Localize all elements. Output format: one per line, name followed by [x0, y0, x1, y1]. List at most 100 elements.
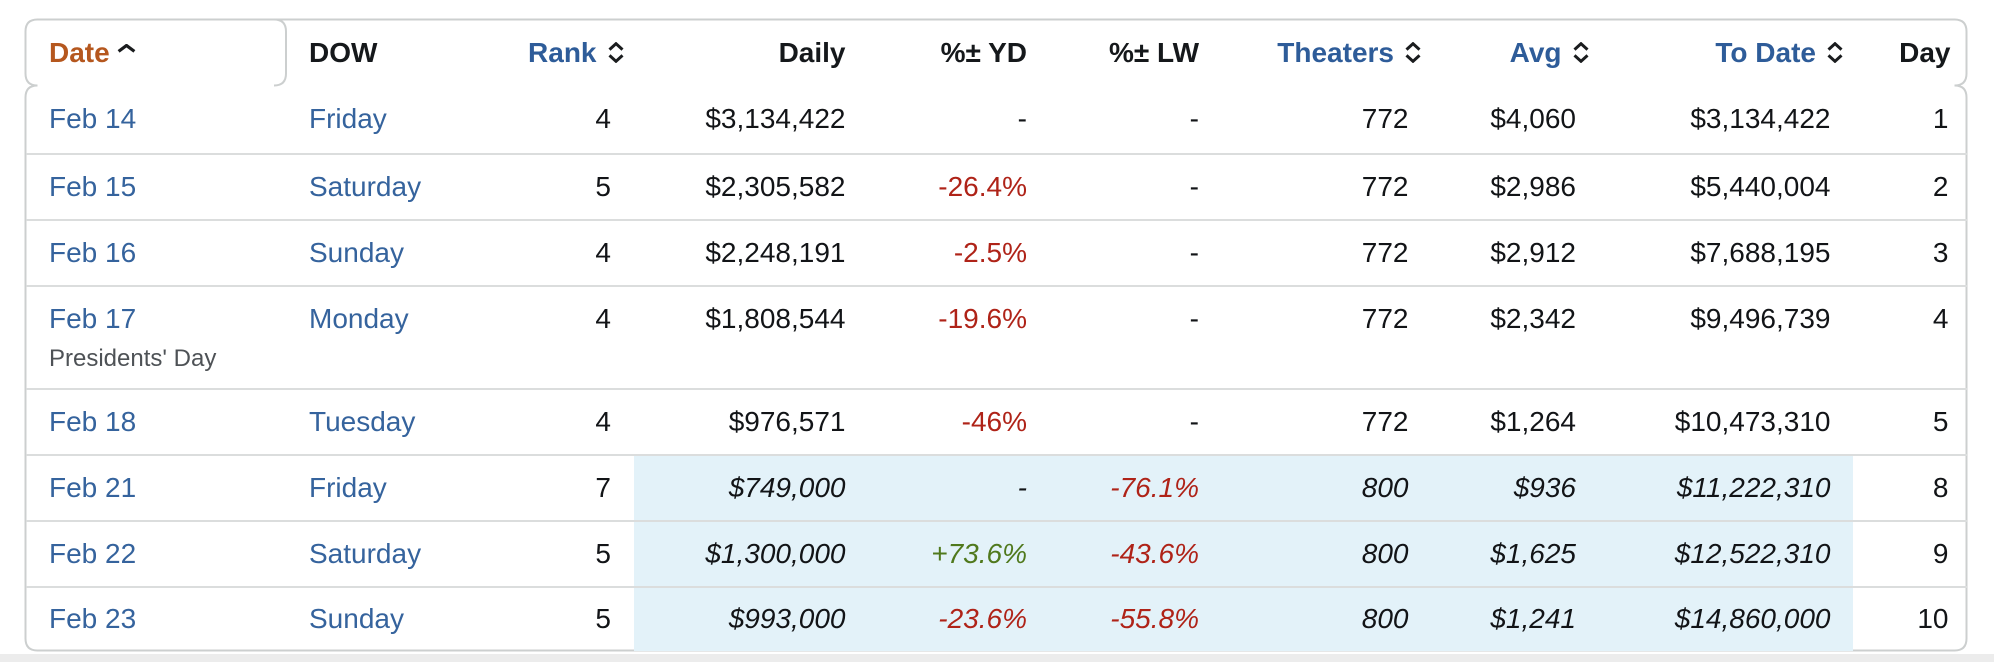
date-link[interactable]: Feb 15 — [49, 170, 137, 202]
pct-lw-cell: - — [1189, 405, 1199, 437]
dow-link[interactable]: Friday — [309, 471, 387, 503]
header-day: Day — [1853, 20, 1967, 86]
header-theaters-label: Theaters — [1277, 36, 1394, 68]
to-date-cell: $3,134,422 — [1690, 103, 1831, 134]
date-link[interactable]: Feb 21 — [49, 471, 137, 503]
to-date-cell: $12,522,310 — [1598, 521, 1853, 586]
pct-lw-cell: -55.8% — [1049, 587, 1222, 651]
sort-ascending-icon — [117, 43, 136, 53]
theaters-cell: 772 — [1361, 170, 1409, 202]
daily-cell: $1,808,544 — [705, 302, 846, 334]
dow-link[interactable]: Sunday — [309, 603, 404, 634]
to-date-cell: $14,860,000 — [1598, 587, 1853, 651]
dow-link[interactable]: Saturday — [309, 170, 422, 202]
date-link[interactable]: Feb 17 — [49, 302, 137, 334]
to-date-cell: $9,496,739 — [1690, 302, 1831, 334]
day-cell: 3 — [1932, 236, 1949, 268]
avg-cell: $2,986 — [1490, 170, 1576, 202]
avg-cell: $1,241 — [1431, 587, 1599, 651]
date-cell: Feb 14 — [26, 86, 287, 153]
rank-cell: 5 — [595, 603, 611, 634]
date-cell: Feb 21 — [26, 456, 287, 520]
day-cell: 10 — [1917, 603, 1949, 634]
dow-link[interactable]: Monday — [309, 302, 409, 334]
theaters-cell: 772 — [1361, 405, 1409, 437]
header-rank-label: Rank — [528, 36, 597, 68]
avg-cell: $2,912 — [1490, 236, 1576, 268]
header-to-date-sort-link[interactable]: To Date — [1715, 37, 1843, 69]
day-cell: 9 — [1932, 537, 1949, 569]
avg-cell: $936 — [1431, 455, 1599, 520]
pct-yd-cell: +73.6% — [868, 521, 1050, 586]
header-rank-sort-link[interactable]: Rank — [528, 36, 624, 69]
header-day-label: Day — [1899, 36, 1951, 68]
day-cell: 4 — [1932, 302, 1949, 334]
header-pct-lw-label: %± LW — [1108, 36, 1199, 68]
header-date-label: Date — [49, 36, 110, 68]
rank-cell: 5 — [595, 170, 611, 202]
pct-lw-cell: -43.6% — [1049, 521, 1222, 586]
table-row-estimate: Feb 23 Sunday 5 $993,000 -23.6% -55.8% 8… — [25, 585, 1967, 651]
day-cell: 2 — [1932, 170, 1949, 202]
day-cell: 5 — [1932, 405, 1949, 437]
date-link[interactable]: Feb 18 — [49, 405, 137, 437]
date-link[interactable]: Feb 22 — [49, 537, 137, 569]
theaters-cell: 800 — [1221, 455, 1431, 520]
to-date-cell: $5,440,004 — [1690, 170, 1831, 202]
header-dow-label: DOW — [309, 36, 378, 68]
date-cell: Feb 17 Presidents' Day — [26, 287, 287, 388]
date-link[interactable]: Feb 23 — [49, 603, 137, 634]
table-header-row: Date DOW Rank Daily — [26, 20, 1967, 86]
to-date-cell: $7,688,195 — [1690, 236, 1831, 268]
theaters-cell: 772 — [1361, 103, 1409, 134]
rank-cell: 5 — [595, 537, 611, 569]
rank-cell: 4 — [595, 302, 611, 334]
header-dow: DOW — [286, 20, 461, 86]
avg-cell: $1,264 — [1490, 405, 1576, 437]
day-cell: 1 — [1932, 103, 1949, 134]
rank-cell: 4 — [595, 405, 611, 437]
pct-lw-cell: - — [1189, 103, 1199, 134]
pct-yd-cell: -26.4% — [938, 170, 1027, 202]
table-row-estimate: Feb 22 Saturday 5 $1,300,000 +73.6% -43.… — [25, 519, 1967, 586]
date-cell: Feb 16 — [26, 221, 287, 285]
day-cell: 8 — [1932, 471, 1949, 503]
daily-cell: $3,134,422 — [705, 103, 846, 134]
pct-yd-cell: - — [1017, 103, 1027, 134]
table-row: Feb 14 Friday 4 $3,134,422 - - 772 $4,06… — [26, 86, 1967, 153]
daily-cell: $1,300,000 — [633, 521, 868, 586]
dow-cell: Friday — [286, 456, 461, 520]
header-daily-label: Daily — [778, 36, 846, 68]
dow-cell: Tuesday — [286, 390, 461, 454]
sortable-updown-icon — [1572, 42, 1589, 63]
daily-cell: $749,000 — [633, 455, 868, 520]
date-link[interactable]: Feb 14 — [49, 103, 137, 134]
header-avg-label: Avg — [1509, 36, 1562, 68]
table-row: Feb 15 Saturday 5 $2,305,582 -26.4% - 77… — [25, 152, 1967, 219]
header-avg-sort-link[interactable]: Avg — [1510, 37, 1589, 69]
sortable-updown-icon — [1405, 42, 1421, 63]
date-cell: Feb 18 — [26, 390, 287, 454]
pct-yd-cell: -19.6% — [938, 302, 1027, 334]
avg-cell: $2,342 — [1490, 302, 1576, 334]
table-row-estimate: Feb 21 Friday 7 $749,000 - -76.1% 800 $9… — [25, 453, 1967, 520]
dow-link[interactable]: Saturday — [309, 537, 422, 569]
header-rank: Rank — [461, 20, 634, 86]
pct-yd-cell: -46% — [961, 405, 1027, 437]
daily-cell: $2,248,191 — [705, 236, 846, 268]
header-pct-yd-label: %± YD — [940, 36, 1027, 68]
dow-link[interactable]: Friday — [309, 103, 387, 134]
holiday-note: Presidents' Day — [49, 344, 217, 372]
header-daily: Daily — [634, 20, 869, 86]
header-date-sort-link[interactable]: Date — [49, 37, 136, 69]
date-cell: Feb 22 — [26, 522, 287, 586]
dow-link[interactable]: Sunday — [309, 236, 404, 268]
dow-cell: Monday — [286, 287, 461, 388]
pct-lw-cell: - — [1189, 236, 1199, 268]
header-theaters-sort-link[interactable]: Theaters — [1277, 37, 1421, 69]
horizontal-scrollbar-track[interactable] — [0, 654, 1994, 662]
dow-link[interactable]: Tuesday — [309, 405, 416, 437]
date-link[interactable]: Feb 16 — [49, 236, 137, 268]
pct-yd-cell: - — [868, 455, 1050, 520]
